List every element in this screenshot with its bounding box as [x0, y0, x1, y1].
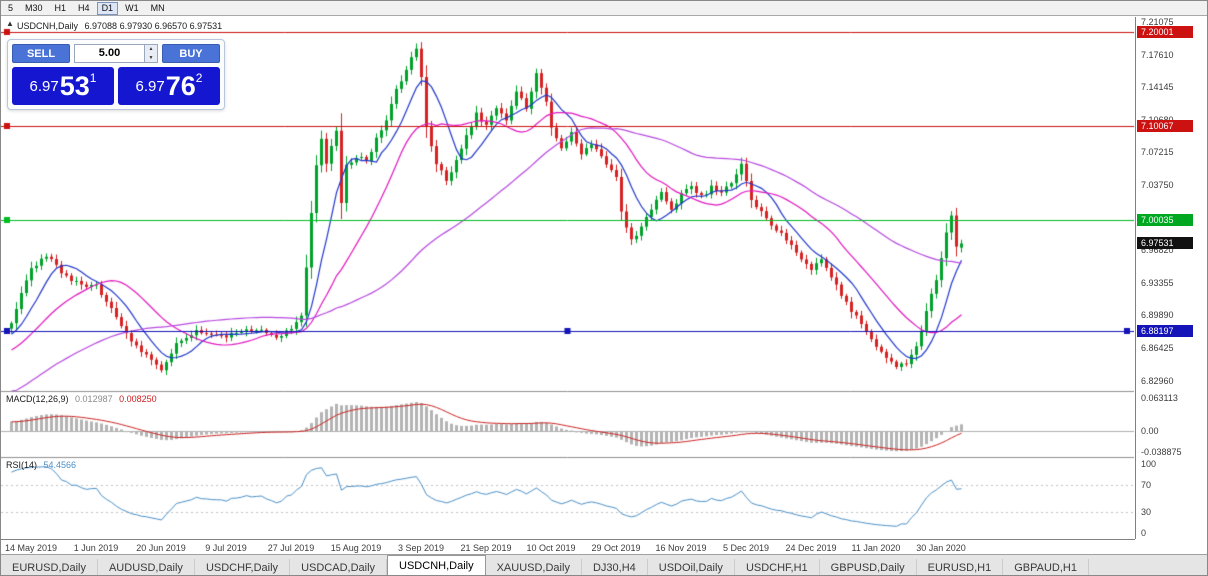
- price-tag-7.20001: 7.20001: [1137, 26, 1193, 39]
- tab-dj30-h4[interactable]: DJ30,H4: [582, 559, 648, 575]
- price-tick-label: 7.21075: [1141, 16, 1174, 27]
- buy-price-prefix: 6.97: [135, 77, 165, 95]
- rsi-value: 54.4566: [43, 460, 77, 470]
- tab-eurusd-daily[interactable]: EURUSD,Daily: [1, 559, 98, 575]
- rsi-scale-label: 0: [1141, 528, 1147, 539]
- sell-price-big: 53: [59, 71, 90, 101]
- rsi-name: RSI(14): [6, 460, 38, 470]
- sell-price-display[interactable]: 6.97 53 1: [12, 67, 114, 105]
- timeframe-button-m30[interactable]: M30: [25, 2, 43, 13]
- tab-gbpusd-daily[interactable]: GBPUSD,Daily: [820, 559, 917, 575]
- time-axis-label: 5 Dec 2019: [722, 543, 770, 553]
- macd-label: MACD(12,26,9) 0.012987 0.008250: [6, 394, 157, 404]
- price-tick-label: 6.86425: [1141, 342, 1174, 353]
- one-click-controls-row: SELL 5.00 ▲ ▼ BUY: [12, 44, 220, 63]
- chart-plot-area: ▲ USDCNH,Daily 6.97088 6.97930 6.96570 6…: [1, 17, 1134, 539]
- time-axis-label: 14 May 2019: [4, 543, 58, 553]
- timeframe-button-h1[interactable]: H1: [54, 2, 67, 13]
- one-click-prices-row: 6.97 53 1 6.97 76 2: [12, 67, 220, 105]
- price-tag-7.10067: 7.10067: [1137, 119, 1193, 132]
- tab-usdcad-daily[interactable]: USDCAD,Daily: [290, 559, 388, 575]
- price-tick-label: 6.96820: [1141, 245, 1174, 256]
- price-tick-label: 6.89890: [1141, 310, 1174, 321]
- time-axis-label: 11 Jan 2020: [851, 543, 901, 553]
- sell-button[interactable]: SELL: [12, 44, 70, 63]
- buy-price-sup: 2: [195, 71, 203, 85]
- price-tick-label: 7.17610: [1141, 49, 1174, 60]
- tab-usdoil-daily[interactable]: USDOil,Daily: [648, 559, 735, 575]
- price-tag-6.97531: 6.97531: [1137, 237, 1193, 250]
- rsi-scale-label: 30: [1141, 507, 1152, 518]
- tab-usdcnh-daily[interactable]: USDCNH,Daily: [387, 555, 486, 575]
- price-tick-label: 7.03750: [1141, 179, 1174, 190]
- tab-xauusd-daily[interactable]: XAUUSD,Daily: [486, 559, 582, 575]
- buy-price-big: 76: [165, 71, 196, 101]
- chart-symbol-period: USDCNH,Daily: [17, 21, 79, 31]
- macd-name: MACD(12,26,9): [6, 394, 69, 404]
- price-tick-label: 7.14145: [1141, 82, 1174, 93]
- sell-price-sup: 1: [89, 71, 97, 85]
- time-axis[interactable]: 14 May 2019 1 Jun 2019 20 Jun 2019 9 Jul 20…: [1, 539, 1135, 555]
- time-axis-label: 9 Jul 2019: [205, 543, 247, 553]
- time-axis-label: 16 Nov 2019: [655, 543, 707, 553]
- chart-ohlc-values: 6.97088 6.97930 6.96570 6.97531: [84, 21, 223, 31]
- timeframe-button-w1[interactable]: W1: [125, 2, 139, 13]
- macd-scale-label: 0.00: [1141, 426, 1159, 437]
- time-axis-label: 29 Oct 2019: [591, 543, 641, 553]
- tab-eurusd-h1[interactable]: EURUSD,H1: [917, 559, 1004, 575]
- timeframe-button-5[interactable]: 5: [8, 2, 14, 13]
- one-click-trading-panel: SELL 5.00 ▲ ▼ BUY 6.97 53 1 6.97 76 2: [7, 39, 225, 110]
- macd-scale-label: -0.038875: [1141, 446, 1182, 457]
- price-tick-label: 6.93355: [1141, 277, 1174, 288]
- sell-price-prefix: 6.97: [29, 77, 59, 95]
- macd-signal-value: 0.008250: [119, 394, 157, 404]
- time-axis-label: 15 Aug 2019: [330, 543, 382, 553]
- time-axis-label: 3 Sep 2019: [397, 543, 445, 553]
- volume-spinner[interactable]: ▲ ▼: [144, 45, 157, 62]
- time-axis-label: 21 Sep 2019: [460, 543, 512, 553]
- tab-usdchf-daily[interactable]: USDCHF,Daily: [195, 559, 291, 575]
- volume-input[interactable]: 5.00 ▲ ▼: [74, 44, 158, 63]
- time-axis-label: 24 Dec 2019: [785, 543, 837, 553]
- symbol-tab-bar: EURUSD,Daily AUDUSD,Daily USDCHF,Daily USDC…: [1, 554, 1207, 575]
- volume-up-icon[interactable]: ▲: [145, 45, 157, 54]
- time-axis-label: 20 Jun 2019: [136, 543, 186, 553]
- price-tag-7.00035: 7.00035: [1137, 213, 1193, 226]
- timeframe-button-d1[interactable]: D1: [96, 1, 119, 15]
- price-tag-6.88197: 6.88197: [1137, 325, 1193, 338]
- tab-gbpaud-h1[interactable]: GBPAUD,H1: [1003, 559, 1089, 575]
- tab-usdchf-h1[interactable]: USDCHF,H1: [735, 559, 820, 575]
- one-click-collapse-icon[interactable]: ▲: [6, 19, 14, 28]
- timeframe-button-mn[interactable]: MN: [150, 2, 165, 13]
- timeframe-button-h4[interactable]: H4: [78, 2, 90, 13]
- price-tick-label: 6.82960: [1141, 375, 1174, 386]
- macd-main-value: 0.012987: [75, 394, 113, 404]
- rsi-scale-label: 100: [1141, 458, 1157, 469]
- price-tick-label: 7.07215: [1141, 147, 1174, 158]
- rsi-label: RSI(14) 54.4566: [6, 460, 76, 470]
- price-scale[interactable]: 7.210757.176107.141457.106807.072157.037…: [1135, 16, 1207, 539]
- rsi-scale-label: 70: [1141, 479, 1152, 490]
- timeframe-toolbar: 5 M30 H1 H4 D1 W1 MN: [1, 1, 1207, 16]
- macd-scale-label: 0.063113: [1141, 393, 1178, 404]
- time-axis-label: 30 Jan 2020: [916, 543, 966, 553]
- time-axis-label: 27 Jul 2019: [267, 543, 315, 553]
- buy-price-display[interactable]: 6.97 76 2: [118, 67, 220, 105]
- chart-title: USDCNH,Daily 6.97088 6.97930 6.96570 6.9…: [17, 21, 222, 31]
- volume-down-icon[interactable]: ▼: [145, 53, 157, 62]
- time-axis-label: 10 Oct 2019: [526, 543, 576, 553]
- time-axis-label: 1 Jun 2019: [73, 543, 119, 553]
- volume-value[interactable]: 5.00: [98, 47, 121, 59]
- buy-button[interactable]: BUY: [162, 44, 220, 63]
- tab-audusd-daily[interactable]: AUDUSD,Daily: [98, 559, 195, 575]
